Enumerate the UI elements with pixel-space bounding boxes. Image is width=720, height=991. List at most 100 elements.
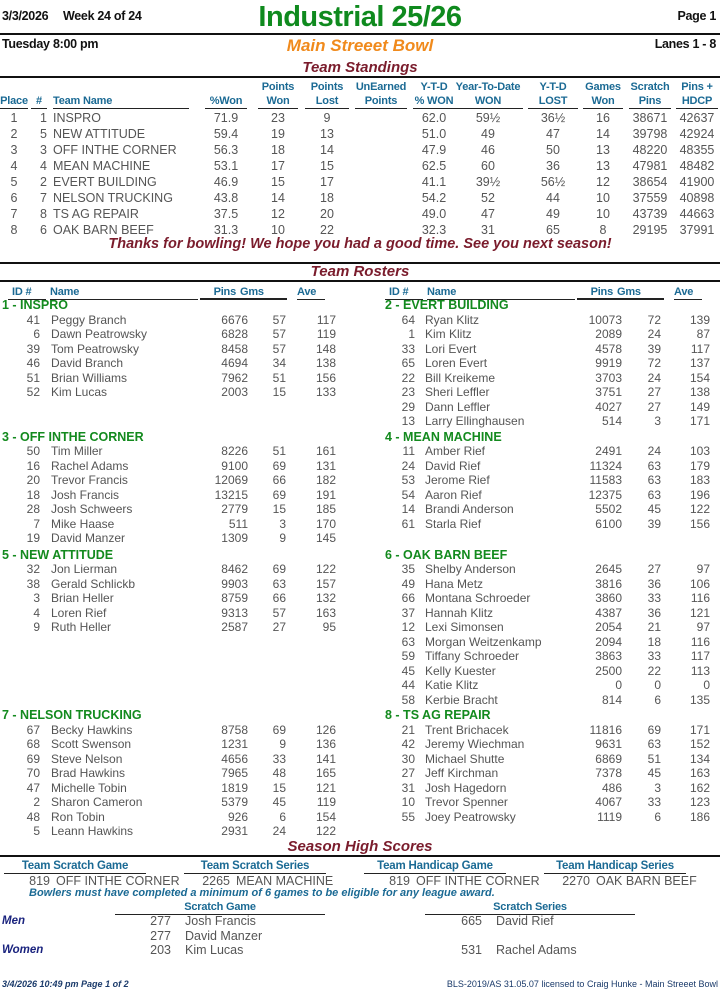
bowler-average: 185	[315, 502, 336, 516]
standings-cell-points-lost: 20	[320, 207, 334, 221]
column-header-line: Points	[261, 81, 295, 93]
bowler-id: 47	[26, 780, 40, 795]
bowler-pins: 3816	[595, 576, 622, 591]
standings-cell-ytd-lost: 44	[546, 191, 560, 205]
standings-cell-ytd-lost: 56½	[540, 175, 566, 189]
standings-cell-team: MEAN MACHINE	[53, 159, 151, 173]
bowler-pins: 6676	[221, 312, 248, 327]
team-roster-header: 2 - EVERT BUILDING	[385, 298, 509, 312]
bowler-id: 12	[401, 620, 415, 634]
high-score-bowler: Kim Lucas	[185, 943, 244, 957]
bowler-pins: 2003	[221, 385, 248, 399]
standings-cell-scratch-pins: 38671	[632, 111, 668, 125]
bowler-id: 42	[401, 737, 415, 751]
bowler-games: 57	[272, 605, 286, 620]
license-text: BLS-2019/AS 31.05.07 licensed to Craig H…	[446, 979, 718, 989]
standings-row: 2 5 NEW ATTITUDE 59.4 19 13 51.0 49 47 14 39798 429…	[0, 126, 720, 142]
bowler-average: 106	[689, 576, 710, 591]
bowler-games: 66	[272, 473, 286, 487]
standings-cell-scratch-pins: 43739	[632, 207, 668, 221]
bowler-pins: 9313	[221, 605, 248, 620]
bowler-name: Kim Klitz	[425, 327, 472, 341]
bowler-name: Hannah Klitz	[425, 605, 494, 620]
bowler-pins: 8226	[221, 444, 248, 458]
bowler-name: Peggy Branch	[51, 312, 127, 327]
bowler-pins: 2054	[595, 620, 622, 634]
bowler-average: 116	[690, 591, 710, 605]
bowler-average: 117	[316, 312, 336, 327]
bowler-row: 23 Sheri Leffler 3751 27 138	[385, 385, 720, 400]
bowler-name: Shelby Anderson	[425, 562, 516, 576]
bowler-games: 63	[647, 473, 661, 487]
high-score-value: 203	[150, 943, 171, 957]
bowler-games: 24	[647, 370, 661, 385]
standings-cell-team: EVERT BUILDING	[53, 175, 157, 189]
bowler-name: Sheri Leffler	[425, 385, 490, 399]
standings-cell-num: 3	[40, 143, 47, 157]
bowler-pins: 7962	[221, 370, 248, 385]
bowler-average: 136	[315, 737, 336, 751]
standings-cell-points-lost: 14	[320, 143, 334, 157]
standings-cell-pct-won: 46.9	[213, 175, 239, 189]
team-award-team: OAK BARN BEEF	[596, 874, 697, 888]
bowler-games: 63	[647, 487, 661, 502]
standings-cell-ytd-pct: 51.0	[421, 127, 447, 141]
bowler-games: 33	[647, 649, 661, 663]
bowler-games: 9	[279, 531, 286, 545]
standings-row: 6 7 NELSON TRUCKING 43.8 14 18 54.2 52 44 10 37559…	[0, 190, 720, 206]
bowler-average: 161	[315, 444, 336, 458]
standings-cell-num: 1	[40, 111, 47, 125]
bowler-games: 72	[647, 356, 661, 370]
standings-cell-points-lost: 15	[320, 159, 334, 173]
team-roster-header: 4 - MEAN MACHINE	[385, 429, 502, 444]
bowler-name: Michael Shutte	[425, 751, 505, 766]
bowler-id: 10	[401, 795, 415, 809]
bowler-games: 57	[272, 312, 286, 327]
standings-cell-ytd-won: 49	[481, 127, 495, 141]
standings-cell-points-won: 23	[271, 111, 285, 125]
team-award-team: OFF INTHE CORNER	[416, 874, 540, 888]
high-score-value: 665	[461, 914, 482, 928]
bowler-id: 59	[401, 649, 415, 663]
team-award-score: 2265	[202, 874, 230, 888]
bowler-average: 122	[315, 824, 336, 838]
column-header-line: Points	[364, 95, 398, 107]
bowler-name: Dann Leffler	[425, 399, 491, 414]
standings-cell-scratch-pins: 48220	[632, 143, 668, 157]
standings-cell-ytd-won: 60	[481, 159, 495, 173]
bowler-id: 7	[33, 516, 40, 531]
roster-header-gms: Gms	[240, 286, 264, 298]
bowler-pins: 2779	[221, 502, 248, 516]
bowler-id: 69	[26, 751, 40, 766]
bowler-row: 48 Ron Tobin 926 6 154	[0, 810, 336, 825]
bowler-name: Mike Haase	[51, 516, 115, 531]
bowler-id: 27	[401, 766, 415, 780]
standings-cell-points-won: 12	[271, 207, 285, 221]
bowler-row: 46 David Branch 4694 34 138	[0, 356, 336, 371]
bowler-games: 6	[654, 692, 661, 707]
report-date: 3/3/2026	[2, 9, 49, 23]
column-header-line: LOST	[538, 95, 568, 107]
bowler-name: Jeff Kirchman	[425, 766, 499, 780]
column-header-line: HDCP	[681, 95, 713, 107]
bowler-id: 22	[401, 370, 415, 385]
bowler-pins: 4578	[595, 341, 622, 356]
bowler-id: 9	[33, 620, 40, 634]
column-header-line: Scratch	[630, 81, 670, 93]
bowler-id: 68	[26, 737, 40, 751]
bowler-name: Trevor Spenner	[425, 795, 508, 809]
column-header-pins-hdcp: Pins + HDCP	[676, 80, 718, 109]
bowler-row: 16 Rachel Adams 9100 69 131	[0, 459, 336, 474]
scratch-series-header: Scratch Series	[425, 900, 635, 915]
bowler-average: 103	[689, 444, 710, 458]
bowler-pins: 6869	[595, 751, 622, 766]
bowler-name: Scott Swenson	[51, 737, 132, 751]
standings-cell-place: 4	[10, 159, 18, 173]
standings-cell-points-lost: 22	[320, 223, 334, 237]
bowler-name: Tim Miller	[51, 444, 103, 458]
bowler-pins: 8759	[221, 591, 248, 605]
bowler-id: 4	[33, 605, 40, 620]
standings-cell-place: 7	[10, 207, 18, 221]
high-score-value: 531	[461, 943, 482, 957]
bowler-row: 6 Dawn Peatrowsky 6828 57 119	[0, 327, 336, 342]
